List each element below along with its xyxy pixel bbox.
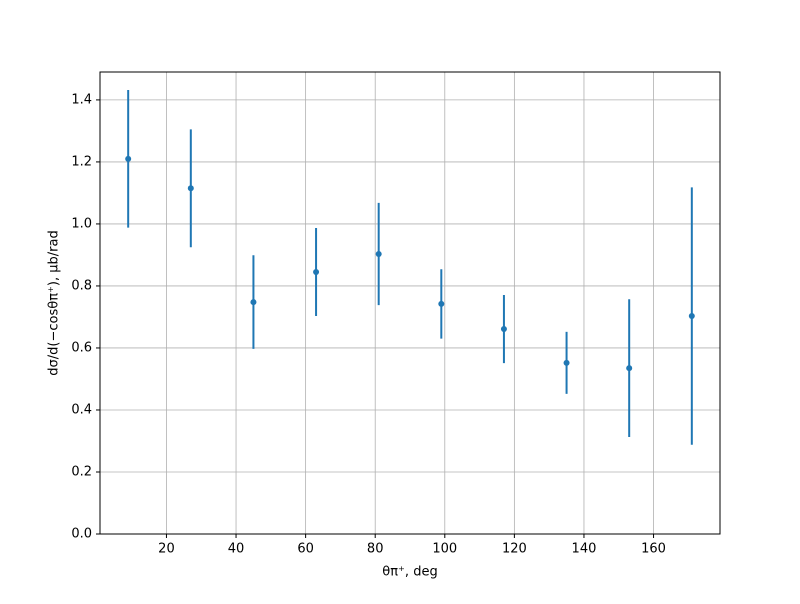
- y-tick-label: 1.4: [71, 92, 92, 107]
- data-point: [313, 268, 320, 275]
- y-tick-label: 1.2: [71, 154, 92, 169]
- x-tick-label: 80: [367, 542, 384, 557]
- x-tick-label: 120: [502, 542, 527, 557]
- y-tick-label: 0.4: [71, 402, 92, 417]
- x-tick-label: 140: [572, 542, 597, 557]
- data-point: [688, 313, 695, 320]
- data-point: [250, 299, 257, 306]
- data-point: [125, 155, 132, 162]
- plot-frame: [99, 71, 721, 535]
- x-tick-label: 40: [228, 542, 245, 557]
- x-tick-label: 20: [158, 542, 175, 557]
- x-tick-label: 60: [297, 542, 314, 557]
- x-axis-label: θπ⁺, deg: [382, 565, 437, 580]
- y-tick-label: 0.0: [71, 527, 92, 542]
- y-tick-label: 1.0: [71, 216, 92, 231]
- data-point: [375, 251, 382, 258]
- y-tick-label: 0.8: [71, 278, 92, 293]
- data-point: [438, 300, 445, 307]
- data-point: [626, 365, 633, 372]
- y-tick-label: 0.2: [71, 464, 92, 479]
- data-point: [563, 359, 570, 366]
- x-tick-label: 100: [432, 542, 457, 557]
- x-tick-label: 160: [641, 542, 666, 557]
- data-point: [500, 326, 507, 333]
- y-axis-label: dσ/d(−cosθπ⁺), μb/rad: [47, 230, 62, 375]
- y-tick-label: 0.6: [71, 340, 92, 355]
- data-point: [187, 185, 194, 192]
